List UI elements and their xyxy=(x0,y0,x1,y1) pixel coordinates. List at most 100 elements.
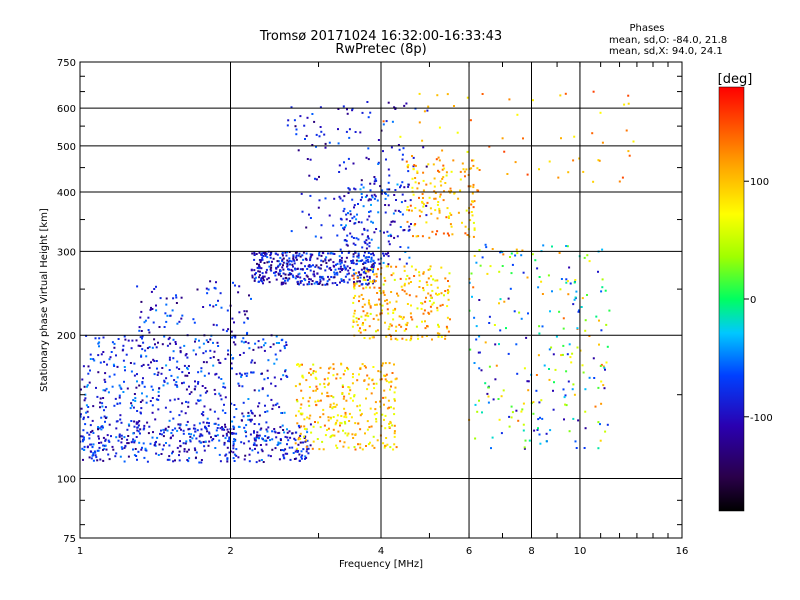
data-point xyxy=(392,212,395,215)
data-point xyxy=(168,336,171,339)
data-point xyxy=(363,337,366,339)
data-point xyxy=(175,302,178,304)
data-point xyxy=(246,333,248,335)
data-point xyxy=(157,390,160,393)
data-point xyxy=(257,434,260,437)
data-point xyxy=(220,306,223,309)
data-point xyxy=(108,440,111,443)
data-point xyxy=(429,265,432,268)
data-point xyxy=(560,278,563,280)
data-point xyxy=(195,456,197,459)
data-point xyxy=(433,185,436,188)
data-point xyxy=(266,256,269,259)
data-point xyxy=(536,267,539,270)
data-point xyxy=(387,263,390,266)
data-point xyxy=(394,386,397,389)
data-point xyxy=(126,442,129,445)
data-point xyxy=(160,453,163,455)
y-axis-label: Stationary phase Virtual Height [km] xyxy=(39,208,50,392)
data-point xyxy=(350,416,353,419)
data-point xyxy=(328,278,331,281)
data-point xyxy=(124,369,126,372)
data-point xyxy=(315,377,318,380)
data-point xyxy=(320,130,323,133)
data-point xyxy=(422,179,425,182)
data-point xyxy=(260,259,263,262)
data-point xyxy=(341,268,344,270)
data-point xyxy=(320,259,323,262)
data-point xyxy=(224,423,226,426)
data-point xyxy=(388,188,391,191)
data-point xyxy=(256,434,258,437)
data-point xyxy=(498,343,500,346)
data-point xyxy=(272,343,275,346)
data-point xyxy=(437,201,440,203)
data-point xyxy=(138,326,141,329)
data-point xyxy=(429,294,432,297)
data-point xyxy=(518,311,521,314)
data-point xyxy=(366,312,369,315)
data-point xyxy=(165,297,168,300)
data-point xyxy=(93,359,96,362)
data-point xyxy=(357,422,360,425)
data-point xyxy=(234,284,236,287)
data-point xyxy=(187,405,190,408)
data-point xyxy=(302,376,305,379)
data-point xyxy=(571,352,574,355)
data-point xyxy=(207,424,210,427)
data-point xyxy=(340,422,343,425)
data-point xyxy=(354,131,357,133)
data-point xyxy=(421,235,424,238)
data-point xyxy=(281,258,284,261)
data-point xyxy=(562,317,565,320)
data-point xyxy=(328,367,331,370)
data-point xyxy=(341,386,344,388)
data-point xyxy=(376,439,379,442)
x-tick-label: 8 xyxy=(528,546,534,557)
data-point xyxy=(202,414,205,417)
data-point xyxy=(597,270,599,273)
data-point xyxy=(320,264,323,267)
data-point xyxy=(203,405,206,408)
data-point xyxy=(320,254,323,257)
data-point xyxy=(300,425,303,428)
data-point xyxy=(319,278,322,281)
data-point xyxy=(297,149,300,152)
data-point xyxy=(373,180,376,183)
data-point xyxy=(209,408,212,411)
data-point xyxy=(507,297,510,300)
data-point xyxy=(404,199,407,202)
data-point xyxy=(209,304,211,307)
data-point xyxy=(370,203,372,206)
data-point xyxy=(197,381,200,383)
data-point xyxy=(83,385,86,388)
data-point xyxy=(384,378,387,381)
data-point xyxy=(414,268,417,271)
data-point xyxy=(299,437,302,440)
data-point xyxy=(379,185,382,188)
data-point xyxy=(384,396,387,399)
data-point xyxy=(390,235,393,238)
data-point xyxy=(328,214,331,217)
data-point xyxy=(334,423,337,426)
data-point xyxy=(251,276,254,279)
data-point xyxy=(394,189,397,191)
data-point xyxy=(168,458,171,461)
data-point xyxy=(277,441,280,444)
data-point xyxy=(399,211,402,213)
data-point xyxy=(165,320,168,323)
data-point xyxy=(309,265,312,268)
data-point xyxy=(85,411,88,414)
data-point xyxy=(337,108,340,110)
data-point xyxy=(261,437,264,440)
data-point xyxy=(308,264,311,266)
data-point xyxy=(369,441,371,444)
data-point xyxy=(365,194,368,197)
data-point xyxy=(259,261,262,263)
data-point xyxy=(341,384,344,387)
data-point xyxy=(83,399,86,402)
data-point xyxy=(262,252,265,254)
data-point xyxy=(155,285,157,288)
